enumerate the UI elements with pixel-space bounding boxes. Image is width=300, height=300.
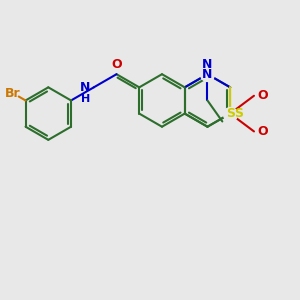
Text: Br: Br [5, 86, 20, 100]
Text: N: N [202, 58, 213, 71]
Text: S: S [234, 107, 243, 120]
Text: O: O [257, 125, 268, 138]
Text: S: S [226, 107, 235, 120]
Text: N: N [80, 81, 90, 94]
Text: H: H [81, 94, 90, 104]
Text: O: O [257, 89, 268, 102]
Text: N: N [202, 68, 213, 81]
Text: O: O [111, 58, 122, 71]
